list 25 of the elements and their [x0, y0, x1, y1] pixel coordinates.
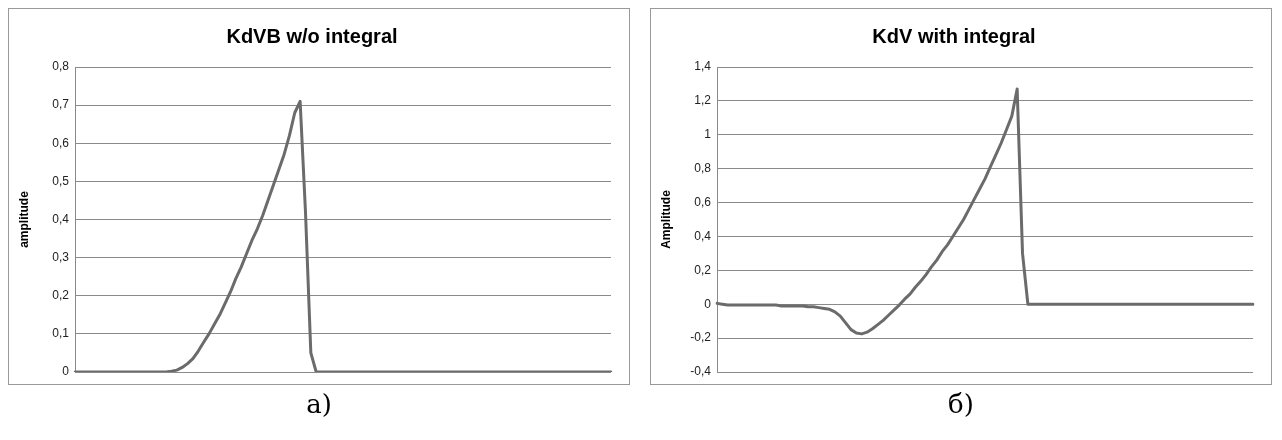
y-tick-label: 0 — [704, 296, 712, 311]
y-tick-label: -0,4 — [690, 364, 712, 379]
y-tick-label: 0,2 — [52, 288, 70, 303]
y-tick-label: 0,4 — [52, 211, 70, 226]
y-tick-label: -0,2 — [690, 330, 712, 345]
chart-title: KdVB w/o integral — [226, 24, 398, 47]
y-tick-label: 0,3 — [52, 249, 70, 264]
y-tick-label: 1,4 — [694, 59, 712, 74]
y-axis-title: Amplitude — [658, 189, 673, 249]
y-tick-label: 0,6 — [694, 194, 712, 209]
y-tick-label: 0,2 — [694, 262, 712, 277]
chart-title: KdV with integral — [872, 24, 1036, 47]
y-tick-label: 0,5 — [52, 173, 70, 188]
y-tick-label: 0,8 — [694, 160, 712, 175]
y-tick-label: 1 — [704, 127, 712, 142]
y-tick-label: 0,8 — [52, 59, 70, 74]
y-tick-label: 1,2 — [694, 93, 712, 108]
text: б) — [947, 389, 975, 419]
y-axis-title: amplitude — [16, 190, 31, 248]
y-tick-label: 0,6 — [52, 135, 70, 150]
y-tick-label: 0,4 — [694, 228, 712, 243]
y-tick-label: 0,1 — [52, 326, 70, 341]
y-tick-label: 0,7 — [52, 97, 70, 112]
text: a) — [305, 389, 333, 419]
y-tick-label: 0 — [62, 364, 70, 379]
